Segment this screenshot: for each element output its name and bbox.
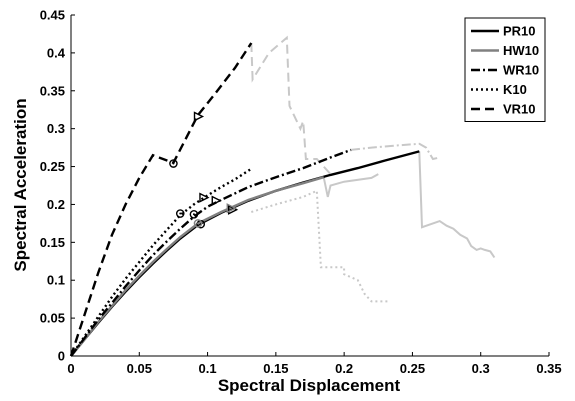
- series-hw10-marker-circle-dot: [197, 222, 200, 225]
- y-tick-label: 0.3: [47, 121, 65, 136]
- legend-label-vr10: VR10: [503, 102, 536, 117]
- y-axis-title: Spectral Acceleration: [11, 98, 30, 271]
- series-wr10-line: [70, 148, 352, 357]
- series-hw10-marker-triangle: [226, 203, 237, 214]
- series-k10-marker-circle-dot: [179, 212, 182, 215]
- series-vr10-marker-circle-dot: [172, 162, 175, 165]
- legend-label-pr10: PR10: [503, 24, 536, 39]
- series-vr10-post-failure-line: [250, 35, 332, 175]
- plot-area: [69, 35, 496, 357]
- series-k10-marker-circle: [175, 209, 185, 218]
- series-vr10-marker-triangle: [193, 111, 205, 122]
- y-tick-label: 0.15: [40, 235, 65, 250]
- series-hw10-post-failure-line: [322, 173, 379, 198]
- x-axis-title: Spectral Displacement: [218, 376, 401, 395]
- x-tick-label: 0.3: [472, 361, 490, 376]
- x-tick-label: 0.05: [127, 361, 152, 376]
- series-wr10-marker-circle: [189, 209, 199, 219]
- axes: 0 0.05 0.1 0.15 0.2 0.25 0.3 0.35 0 0.05 0.1 0.15 0.…: [40, 8, 562, 377]
- legend-label-k10: K10: [503, 82, 527, 97]
- y-tick-label: 0.05: [40, 311, 65, 326]
- y-tick-label: 0.1: [47, 273, 65, 288]
- x-tick-label: 0.15: [263, 361, 288, 376]
- series-wr10-marker-circle-dot: [192, 213, 195, 216]
- y-tick-label: 0.45: [40, 8, 65, 23]
- y-tick-label: 0.2: [47, 197, 65, 212]
- x-tick-label: 0.1: [199, 361, 217, 376]
- x-tick-label: 0.25: [400, 361, 425, 376]
- x-tick-label: 0.2: [335, 361, 353, 376]
- legend-label-wr10: WR10: [503, 63, 539, 78]
- y-tick-label: 0.25: [40, 159, 65, 174]
- series-pr10-marker-triangle: [227, 204, 239, 215]
- x-tick-label: 0: [67, 361, 74, 376]
- series-hw10-marker-circle: [193, 219, 203, 228]
- legend-label-hw10: HW10: [503, 43, 539, 58]
- series-k10-marker-triangle: [199, 192, 210, 203]
- y-tick-label: 0.35: [40, 83, 65, 98]
- series-vr10-line: [69, 42, 253, 357]
- series-wr10-marker-triangle: [211, 195, 222, 206]
- legend: PR10 HW10 WR10 K10 VR10: [464, 17, 546, 122]
- series-vr10-marker-circle: [169, 159, 178, 168]
- x-tick-label: 0.35: [536, 361, 561, 376]
- y-tick-label: 0: [58, 349, 65, 364]
- y-tick-label: 0.4: [47, 45, 66, 60]
- series-pr10-post-failure-line: [418, 151, 496, 259]
- series-hw10-line: [70, 176, 325, 357]
- series-wr10-post-failure-line: [350, 142, 440, 161]
- series-k10-line: [70, 167, 252, 357]
